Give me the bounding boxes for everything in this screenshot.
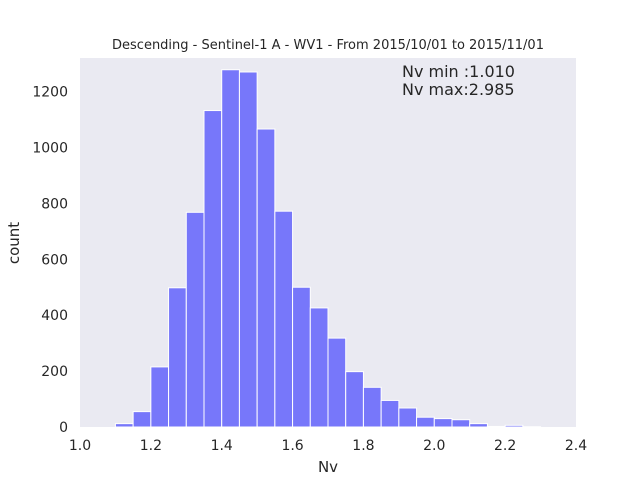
x-tick-label: 2.0 bbox=[423, 438, 445, 454]
histogram-bar-20 bbox=[469, 423, 488, 428]
histogram-bar-13 bbox=[345, 371, 364, 428]
histogram-bar-2 bbox=[150, 366, 170, 428]
histogram-bar-21 bbox=[486, 425, 506, 428]
histogram-bar-22 bbox=[504, 424, 524, 428]
y-tick-label: 1200 bbox=[32, 85, 68, 101]
x-tick-label: 1.8 bbox=[352, 438, 374, 454]
y-tick-label: 800 bbox=[41, 196, 68, 212]
y-axis-label: count bbox=[5, 222, 23, 264]
x-tick-label: 2.2 bbox=[494, 438, 516, 454]
histogram-bar-1 bbox=[132, 411, 152, 428]
histogram-bar-15 bbox=[380, 399, 400, 428]
histogram-bar-18 bbox=[433, 418, 453, 428]
histogram-bar-8 bbox=[256, 128, 276, 428]
y-tick-label: 0 bbox=[59, 420, 68, 436]
histogram-bar-3 bbox=[168, 287, 187, 428]
histogram-bar-10 bbox=[292, 286, 311, 428]
x-tick-label: 1.4 bbox=[211, 438, 233, 454]
x-axis-label: Nv bbox=[318, 458, 338, 476]
histogram-bar-14 bbox=[362, 386, 382, 428]
histogram-bar-16 bbox=[398, 407, 418, 428]
histogram-bar-19 bbox=[451, 419, 471, 428]
histogram-bar-12 bbox=[327, 337, 347, 428]
histogram-bar-5 bbox=[203, 110, 223, 428]
y-tick-label: 1000 bbox=[32, 140, 68, 156]
x-axis-ticks: 1.0 1.2 1.4 1.6 1.8 2.0 2.2 2.4 bbox=[69, 438, 587, 454]
nv-min-annotation: Nv min :1.010 bbox=[402, 62, 515, 81]
y-tick-label: 400 bbox=[41, 308, 68, 324]
y-tick-label: 600 bbox=[41, 252, 68, 268]
histogram-bars bbox=[114, 69, 542, 428]
histogram-bar-6 bbox=[221, 69, 240, 428]
x-tick-label: 1.6 bbox=[281, 438, 303, 454]
histogram-bar-9 bbox=[274, 210, 294, 428]
histogram-bar-7 bbox=[238, 71, 258, 428]
x-tick-label: 1.2 bbox=[140, 438, 162, 454]
y-axis-ticks: 0 200 400 600 800 1000 1200 bbox=[32, 85, 68, 436]
nv-max-annotation: Nv max:2.985 bbox=[402, 80, 515, 99]
histogram-bar-4 bbox=[185, 211, 205, 428]
x-tick-label: 2.4 bbox=[565, 438, 587, 454]
histogram-bar-17 bbox=[416, 416, 435, 428]
y-tick-label: 200 bbox=[41, 364, 68, 380]
x-tick-label: 1.0 bbox=[69, 438, 91, 454]
chart-title: Descending - Sentinel-1 A - WV1 - From 2… bbox=[112, 38, 544, 53]
histogram-bar-11 bbox=[309, 307, 329, 428]
histogram-bar-0 bbox=[114, 423, 134, 428]
